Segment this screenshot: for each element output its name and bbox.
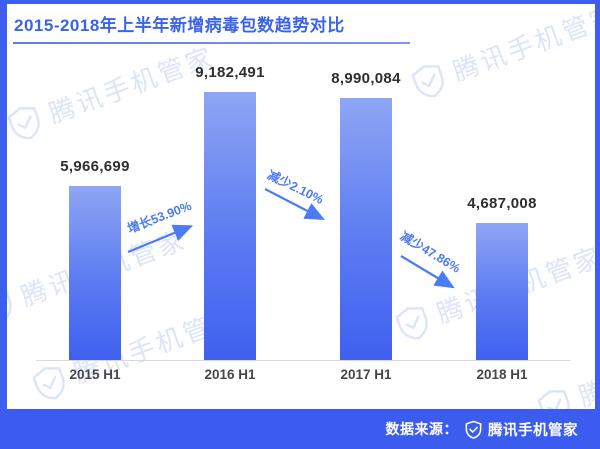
chart-title: 2015-2018年上半年新增病毒包数趋势对比 xyxy=(14,16,345,35)
bar-value-label: 4,687,008 xyxy=(467,195,537,212)
bar-group-2018-h1: 4,687,008 xyxy=(446,195,558,360)
bar-value-label: 9,182,491 xyxy=(195,64,265,81)
watermark: 腾讯手机管家 xyxy=(406,0,600,104)
bar-group-2017-h1: 8,990,084 xyxy=(310,70,422,360)
shield-check-icon xyxy=(7,106,40,139)
bar-group-2015-h1: 5,966,699 xyxy=(39,158,151,360)
watermark-text: 腾讯手机管家 xyxy=(448,0,600,87)
title-underline xyxy=(13,42,410,44)
x-tick-2016-h1: 2016 H1 xyxy=(204,367,256,382)
bar-group-2016-h1: 9,182,491 xyxy=(174,64,286,360)
shield-check-icon xyxy=(395,306,428,339)
bar-2018-h1 xyxy=(476,223,528,360)
bar-2015-h1 xyxy=(69,186,121,360)
shield-check-icon xyxy=(32,366,65,399)
x-tick-2015-h1: 2015 H1 xyxy=(69,367,121,382)
footer-bar: 数据来源： 腾讯手机管家 xyxy=(0,409,600,449)
shield-check-icon xyxy=(411,64,444,97)
x-tick-2018-h1: 2018 H1 xyxy=(476,367,528,382)
bar-value-label: 5,966,699 xyxy=(60,158,130,175)
frame-border-right xyxy=(595,0,600,449)
shield-check-logo-icon xyxy=(465,420,482,439)
brand-name: 腾讯手机管家 xyxy=(488,422,578,439)
bar-2017-h1 xyxy=(340,98,392,360)
frame-border-top xyxy=(0,0,600,4)
data-source-label: 数据来源： xyxy=(385,421,458,437)
x-axis-line xyxy=(36,360,570,361)
bar-value-label: 8,990,084 xyxy=(331,70,401,87)
bar-2016-h1 xyxy=(204,92,256,360)
x-tick-2017-h1: 2017 H1 xyxy=(340,367,392,382)
watermark: 腾讯手机管家 xyxy=(2,37,220,146)
frame-border-left xyxy=(0,0,7,449)
watermark: 腾讯手机管家 xyxy=(390,237,600,346)
watermark: 腾讯手机管家 xyxy=(27,297,245,406)
